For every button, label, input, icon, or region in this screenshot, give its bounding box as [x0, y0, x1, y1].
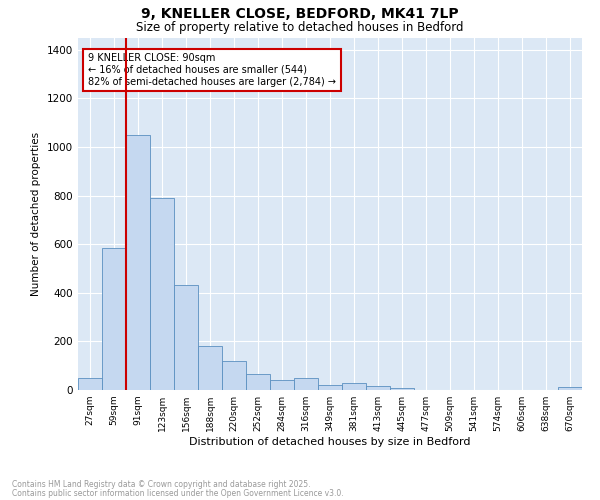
Bar — [558, 387, 582, 390]
Text: Contains public sector information licensed under the Open Government Licence v3: Contains public sector information licen… — [12, 488, 344, 498]
Text: Size of property relative to detached houses in Bedford: Size of property relative to detached ho… — [136, 21, 464, 34]
Bar — [198, 346, 222, 390]
Text: 9, KNELLER CLOSE, BEDFORD, MK41 7LP: 9, KNELLER CLOSE, BEDFORD, MK41 7LP — [141, 8, 459, 22]
Bar — [294, 378, 318, 390]
Bar — [78, 378, 102, 390]
Bar — [126, 135, 150, 390]
Y-axis label: Number of detached properties: Number of detached properties — [31, 132, 41, 296]
Text: 9 KNELLER CLOSE: 90sqm
← 16% of detached houses are smaller (544)
82% of semi-de: 9 KNELLER CLOSE: 90sqm ← 16% of detached… — [88, 54, 336, 86]
Bar — [390, 388, 414, 390]
Bar — [366, 386, 390, 390]
Bar — [150, 198, 174, 390]
Bar — [342, 383, 366, 390]
Bar — [318, 384, 342, 390]
Text: Contains HM Land Registry data © Crown copyright and database right 2025.: Contains HM Land Registry data © Crown c… — [12, 480, 311, 489]
Bar — [102, 248, 126, 390]
Bar — [246, 374, 270, 390]
Bar — [270, 380, 294, 390]
Bar — [174, 286, 198, 390]
Bar — [222, 361, 246, 390]
X-axis label: Distribution of detached houses by size in Bedford: Distribution of detached houses by size … — [189, 437, 471, 447]
